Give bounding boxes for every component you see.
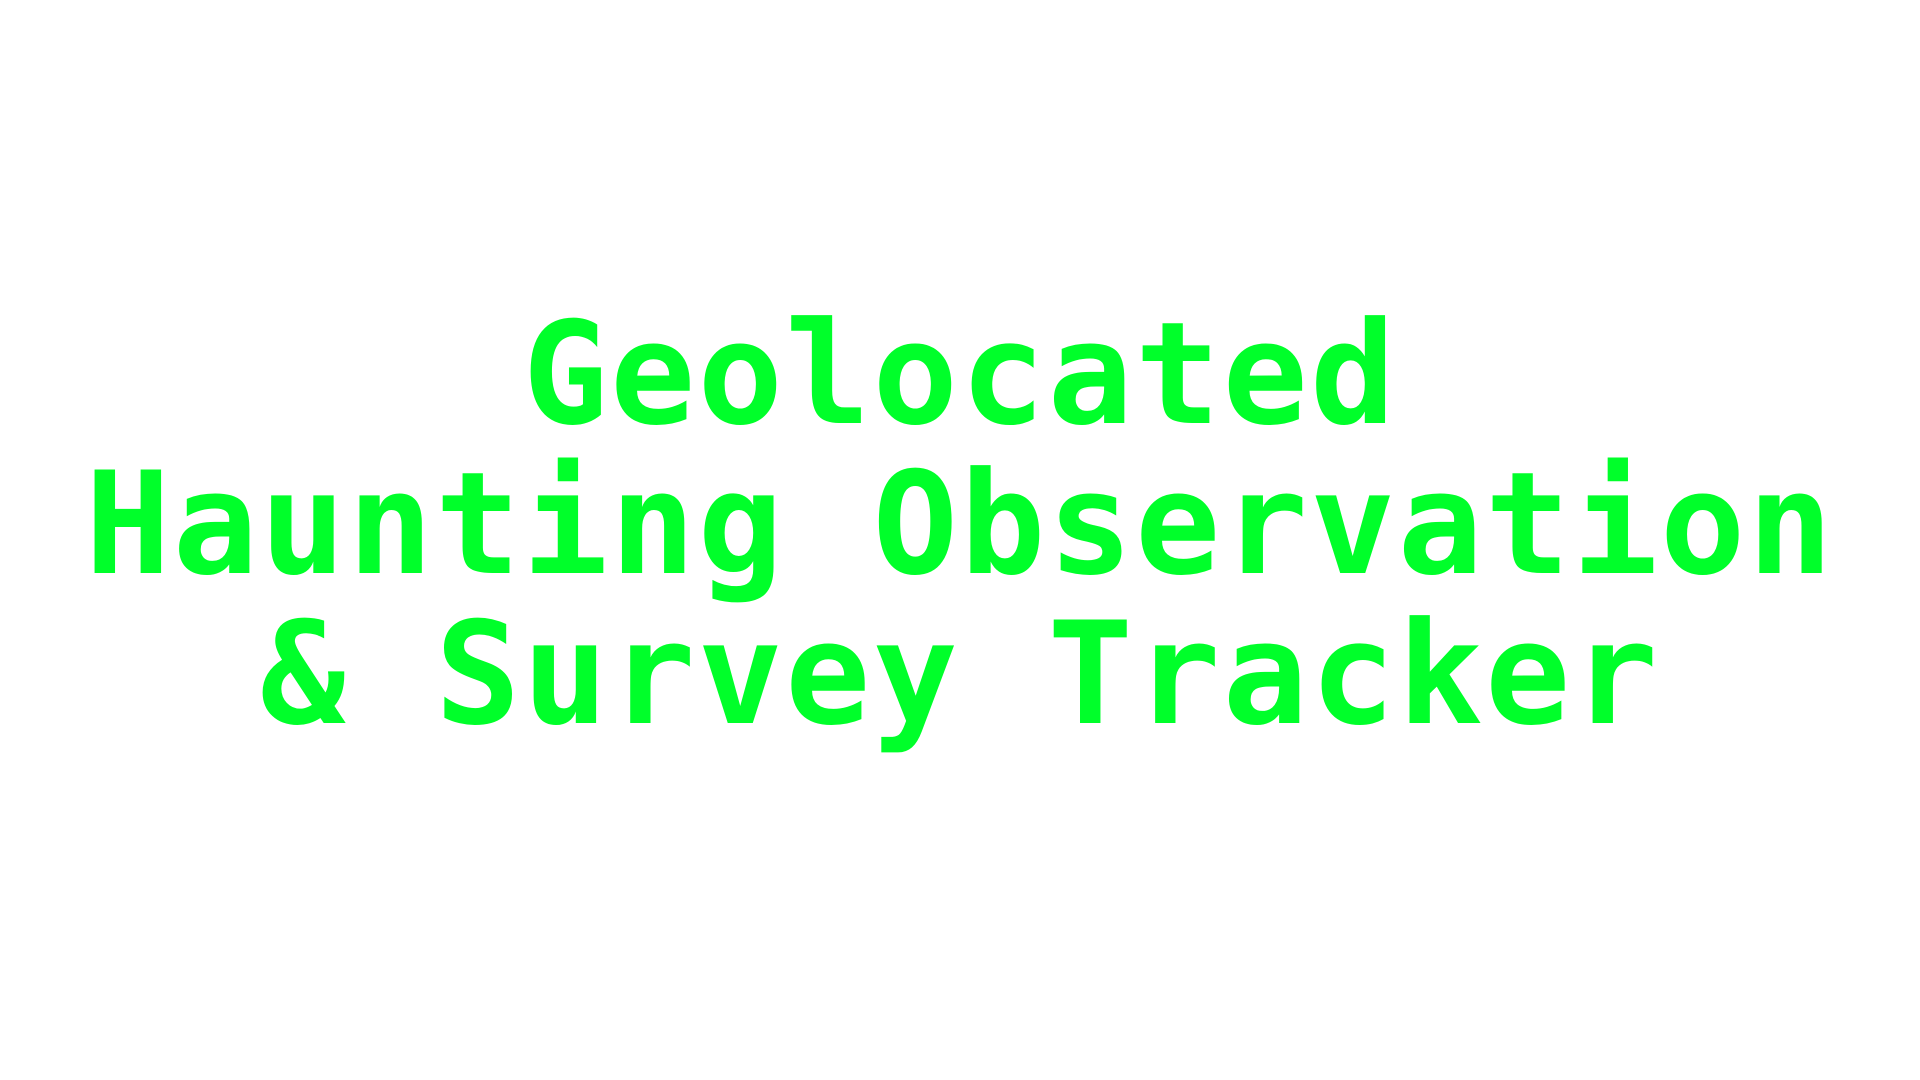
app-title: Geolocated Haunting Observation & Survey… [85,300,1835,750]
title-line-3: & Survey Tracker [260,592,1660,757]
title-line-2: Haunting Observation [85,442,1835,607]
title-line-1: Geolocated [522,292,1398,457]
